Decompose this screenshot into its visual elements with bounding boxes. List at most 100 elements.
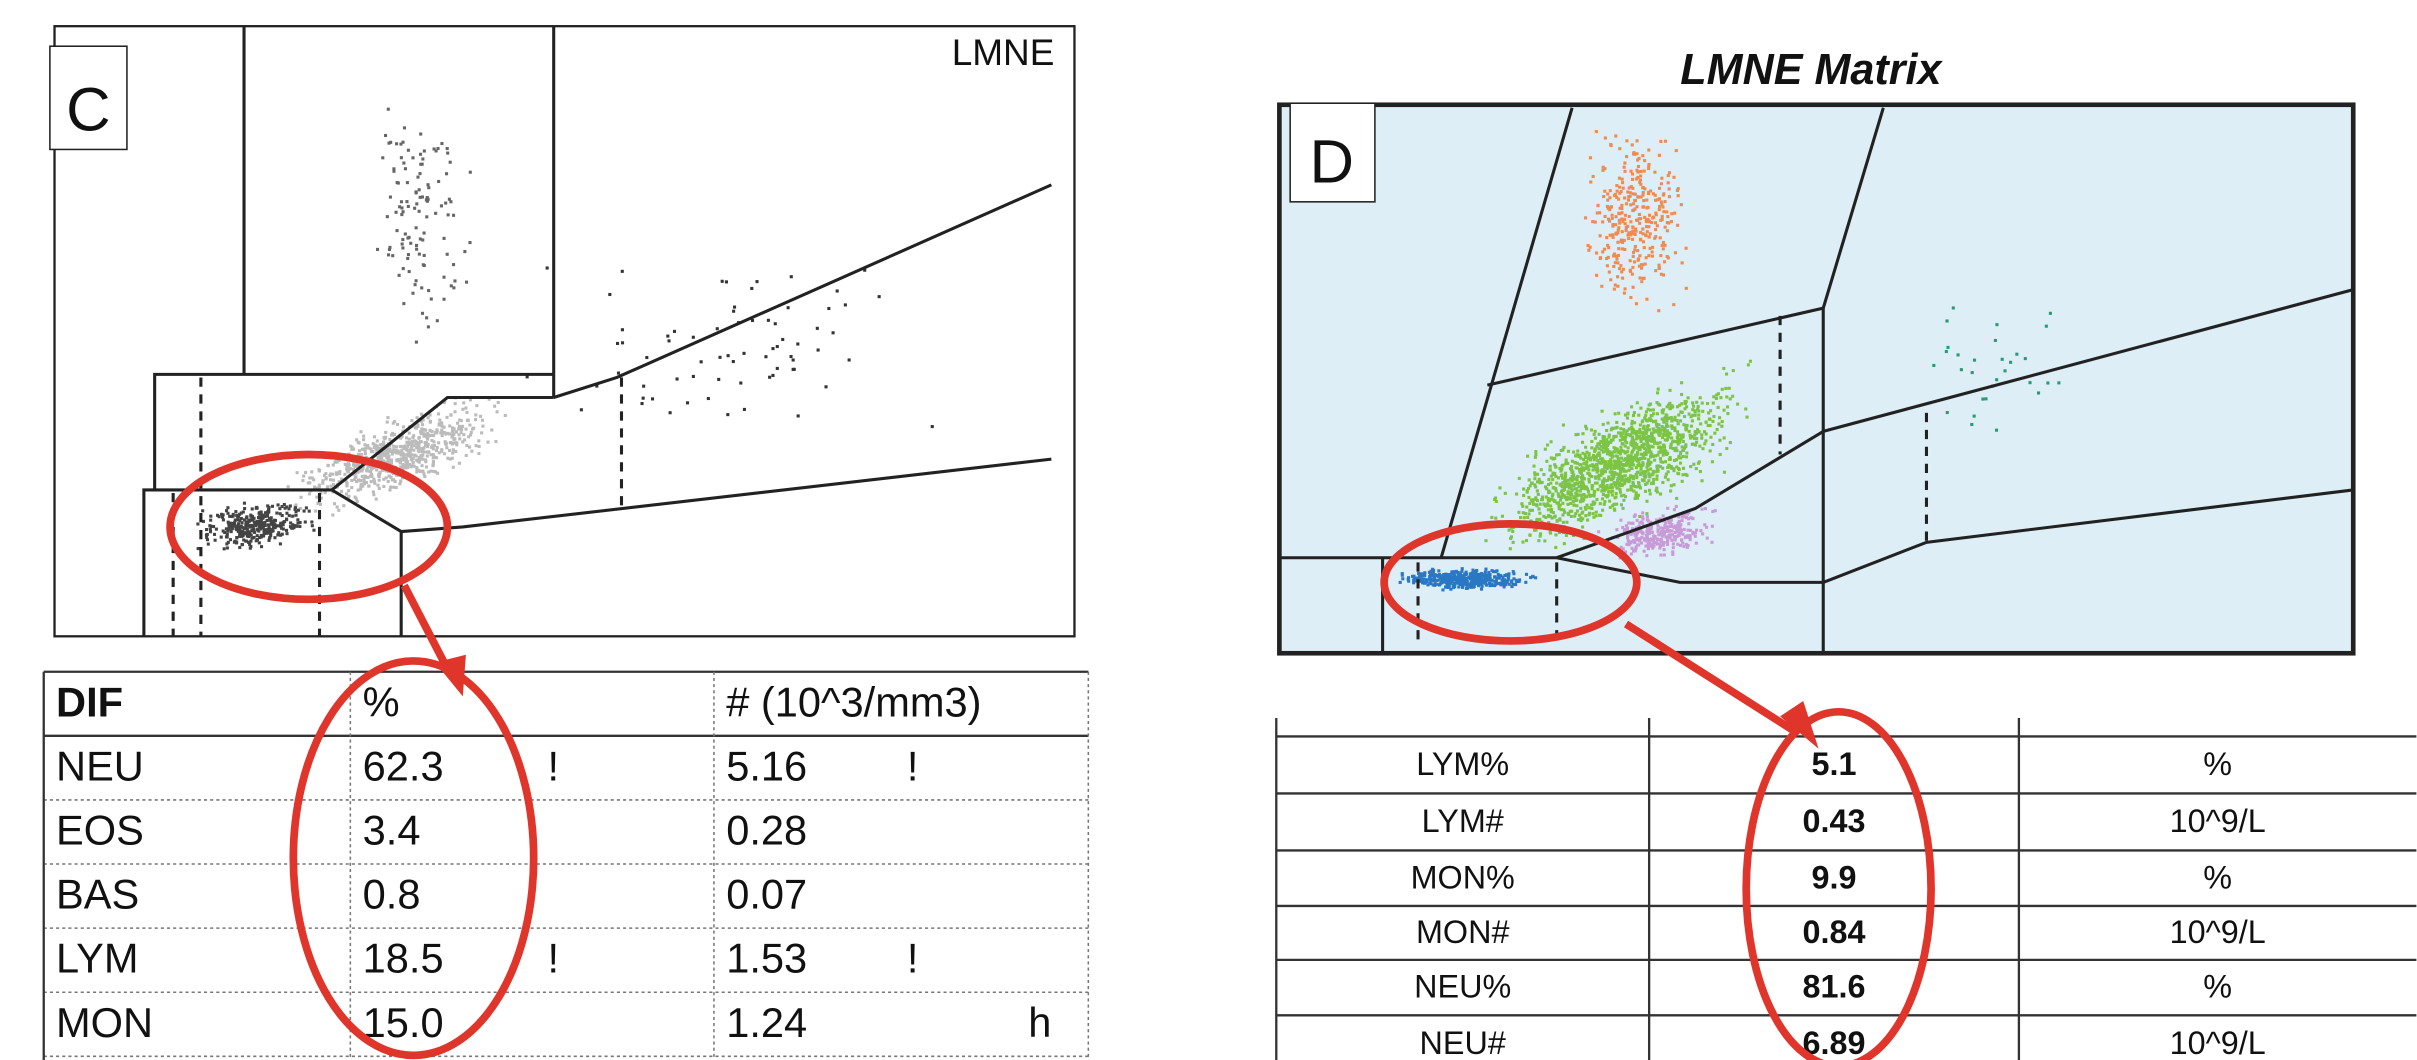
dot [1573, 482, 1577, 486]
dot [238, 519, 242, 523]
dot [425, 215, 429, 219]
dot [422, 263, 426, 268]
dot [401, 140, 405, 144]
dot [1423, 581, 1428, 585]
dot [1638, 537, 1642, 541]
dot [1661, 543, 1665, 547]
dot [1710, 540, 1714, 544]
value-cell: 0.43 [1803, 803, 1866, 839]
dot [422, 253, 426, 257]
dot [1594, 514, 1598, 518]
dot [1660, 176, 1664, 180]
dot [399, 200, 404, 204]
dot [1629, 454, 1633, 458]
dot [1618, 185, 1622, 189]
dot [1612, 252, 1616, 256]
dot [440, 428, 444, 432]
dot [1623, 161, 1627, 165]
dot [1657, 266, 1661, 270]
dot [1653, 193, 1657, 197]
dot [1635, 453, 1639, 457]
dot [1672, 535, 1676, 539]
dot [275, 511, 279, 515]
dot [2015, 352, 2019, 356]
dot [383, 436, 387, 441]
dot [1470, 583, 1474, 587]
dot [1592, 458, 1596, 462]
dot [410, 418, 414, 423]
dot [1575, 504, 1579, 508]
dot [1661, 205, 1665, 209]
dot [1661, 527, 1665, 531]
dot [230, 527, 234, 531]
dot [1621, 181, 1625, 185]
dot [379, 453, 383, 458]
dot [434, 211, 438, 215]
dot [1678, 525, 1682, 529]
dot [1701, 447, 1705, 451]
dot [1651, 481, 1655, 486]
dot [1972, 414, 1976, 418]
dot [1613, 446, 1617, 451]
dot [1645, 428, 1649, 432]
dot [1631, 444, 1635, 448]
dot [1631, 285, 1635, 289]
dot [288, 525, 293, 529]
dot [426, 197, 430, 201]
dot [1490, 569, 1494, 573]
dot [1680, 402, 1684, 406]
dot [1575, 494, 1579, 498]
dot [1494, 516, 1498, 520]
row-name: MON# [1416, 914, 1509, 950]
dot [1659, 553, 1663, 557]
dot [241, 534, 245, 538]
dot [1611, 504, 1615, 508]
dot [1671, 426, 1675, 430]
dot [224, 527, 228, 531]
dot [1603, 167, 1607, 171]
dot [449, 284, 453, 288]
dot [1647, 213, 1652, 217]
dot [255, 528, 259, 532]
dot [387, 458, 391, 463]
dot [437, 441, 441, 445]
dot [1606, 443, 1610, 448]
dot [421, 469, 425, 473]
dot [1600, 457, 1604, 461]
dot [1590, 484, 1594, 488]
dot [1675, 440, 1679, 444]
dot [1596, 474, 1600, 479]
dot [434, 456, 439, 460]
dot [1659, 272, 1663, 276]
dot [208, 530, 213, 534]
dot [363, 452, 367, 456]
dot [324, 477, 328, 481]
dot [1691, 516, 1695, 521]
dot [298, 506, 302, 511]
dot [1641, 531, 1645, 535]
dot [1692, 462, 1696, 466]
dot [1671, 446, 1675, 451]
dot [1591, 468, 1595, 472]
dot [2044, 324, 2048, 328]
label-box [1289, 102, 1376, 203]
dot [1627, 214, 1631, 219]
dot [1711, 442, 1715, 447]
dot [1642, 276, 1646, 280]
dot [446, 456, 450, 460]
dot [1679, 450, 1683, 454]
dot [1635, 476, 1639, 480]
dot [1645, 465, 1649, 469]
flag: ! [548, 742, 560, 789]
dot [731, 360, 735, 364]
dot [245, 527, 249, 531]
dot [1464, 570, 1468, 574]
dot [1527, 478, 1531, 482]
dot [244, 525, 248, 529]
dot [1619, 518, 1623, 522]
dot [262, 532, 266, 536]
dot [435, 431, 439, 435]
dot [428, 419, 432, 423]
dot [427, 289, 431, 293]
dot [1527, 512, 1531, 516]
